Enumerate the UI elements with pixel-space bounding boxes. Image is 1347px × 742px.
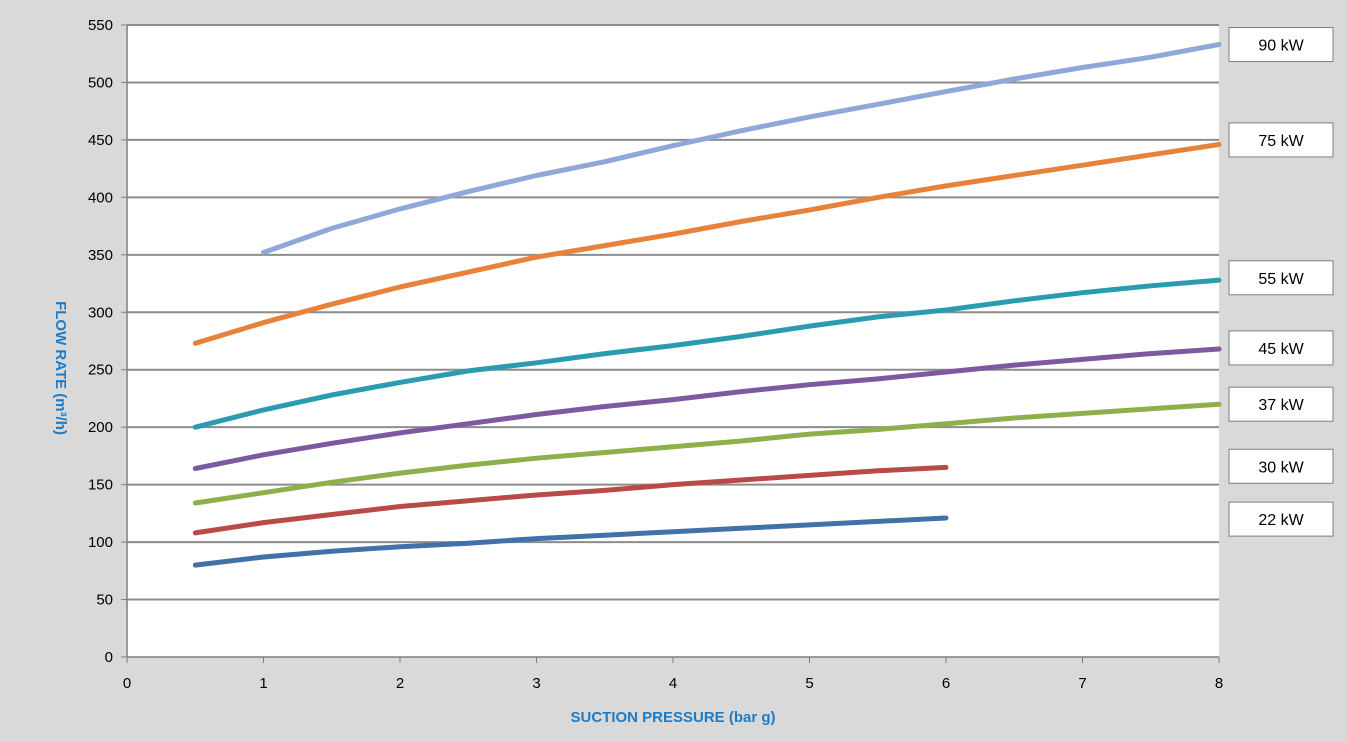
y-tick-label: 50: [96, 592, 113, 609]
y-tick-label: 450: [88, 132, 113, 149]
legend-label: 55 kW: [1258, 271, 1304, 288]
legend-item-37-kw: 37 kW: [1228, 386, 1334, 422]
legend-box: [1228, 260, 1334, 296]
series-line-55-kw: [192, 277, 1222, 430]
y-tick-label: 150: [88, 477, 113, 494]
y-tick-label: 300: [88, 304, 113, 321]
legend-label: 75 kW: [1258, 133, 1304, 150]
legend-box: [1228, 501, 1334, 537]
series-line-90-kw: [261, 42, 1222, 255]
y-tick-label: 400: [88, 189, 113, 206]
x-tick-label: 8: [1215, 675, 1223, 692]
x-axis-label: SUCTION PRESSURE (bar g): [570, 709, 775, 726]
y-tick-label: 350: [88, 247, 113, 264]
y-tick-label: 0: [105, 649, 113, 666]
legend-box: [1228, 330, 1334, 366]
legend-item-90-kw: 90 kW: [1228, 27, 1334, 63]
axes: 0 50 100 150 200 250 300 350 400 450 500 550 0 1 2 3 4 5 6…: [88, 17, 1223, 692]
x-tick-label: 2: [396, 675, 404, 692]
legend-label: 37 kW: [1258, 397, 1304, 414]
series-line-75-kw: [192, 142, 1222, 346]
legend-item-30-kw: 30 kW: [1228, 448, 1334, 484]
y-tick-label: 500: [88, 74, 113, 91]
x-tick-label: 7: [1078, 675, 1086, 692]
x-tick-label: 5: [805, 675, 813, 692]
legend-label: 90 kW: [1258, 38, 1304, 55]
x-tick-label: 0: [123, 675, 131, 692]
x-tick-label: 6: [942, 675, 950, 692]
x-tick-label: 1: [259, 675, 267, 692]
y-axis-label: FLOW RATE (m³/h): [52, 301, 69, 435]
series-line-30-kw: [192, 464, 949, 536]
x-tick-label: 4: [669, 675, 677, 692]
legend-box: [1228, 386, 1334, 422]
y-tick-label: 250: [88, 362, 113, 379]
legend-box: [1228, 122, 1334, 158]
legend-label: 30 kW: [1258, 459, 1304, 476]
legend-item-75-kw: 75 kW: [1228, 122, 1334, 158]
legend-label: 45 kW: [1258, 341, 1304, 358]
y-tick-label: 100: [88, 534, 113, 551]
legend-box: [1228, 27, 1334, 63]
legend-item-55-kw: 55 kW: [1228, 260, 1334, 296]
x-tick-label: 3: [532, 675, 540, 692]
series-line-22-kw: [192, 515, 949, 568]
legend-item-22-kw: 22 kW: [1228, 501, 1334, 537]
legend-box: [1228, 448, 1334, 484]
legend: 90 kW 75 kW 55 kW 45 kW 37 kW 30 kW 22 kW: [1228, 27, 1334, 537]
legend-item-45-kw: 45 kW: [1228, 330, 1334, 366]
series-line-45-kw: [192, 346, 1222, 471]
y-tick-label: 200: [88, 419, 113, 436]
series-line-37-kw: [192, 401, 1222, 506]
y-tick-label: 550: [88, 17, 113, 34]
legend-label: 22 kW: [1258, 512, 1304, 529]
series-layer: [192, 42, 1222, 568]
plot-area: [127, 25, 1219, 657]
